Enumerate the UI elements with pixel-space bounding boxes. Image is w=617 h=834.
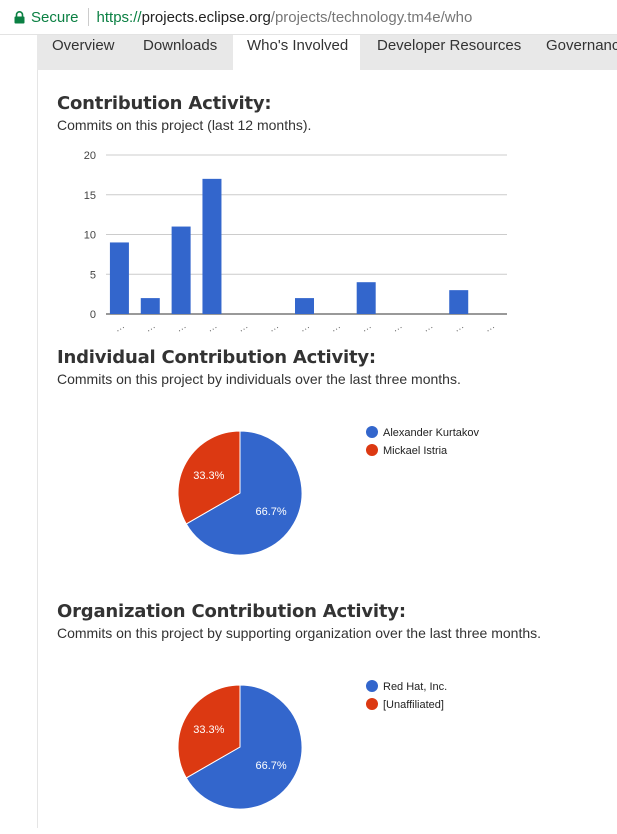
x-tick-label: … xyxy=(329,320,343,335)
contribution-title: Contribution Activity: xyxy=(57,93,272,114)
bar xyxy=(171,226,191,314)
tab-label: Developer Resources xyxy=(377,37,522,54)
legend-label: Alexander Kurtakov xyxy=(383,427,479,439)
legend-marker xyxy=(366,680,378,692)
bar xyxy=(449,290,469,314)
secure-label: Secure xyxy=(31,8,79,26)
tab-whos-involved[interactable]: Who's Involved xyxy=(233,35,360,70)
x-tick-label: … xyxy=(359,320,373,335)
tab-overview[interactable]: Overview xyxy=(37,35,148,70)
pie-slice xyxy=(185,430,303,556)
tab-downloads[interactable]: Downloads xyxy=(133,35,243,70)
address-bar[interactable]: Secure https://projects.eclipse.org/proj… xyxy=(0,0,617,35)
tab-label: Governance xyxy=(546,37,617,54)
pie-slice xyxy=(185,684,303,810)
y-tick-label: 20 xyxy=(84,150,96,162)
individual-subtitle: Commits on this project by individuals o… xyxy=(57,371,461,387)
bar xyxy=(109,242,129,314)
tab-governance[interactable]: Governance xyxy=(546,35,617,70)
tab-developer-resources[interactable]: Developer Resources xyxy=(377,35,521,70)
slice-label: 33.3% xyxy=(193,470,224,482)
url-path: /projects/technology.tm4e/who xyxy=(270,8,473,26)
url-scheme: https:// xyxy=(96,8,142,26)
x-tick-label: … xyxy=(421,320,435,335)
organization-title: Organization Contribution Activity: xyxy=(57,601,406,622)
organization-pie-chart: 66.7% 33.3% Red Hat, Inc. [Unaffiliated] xyxy=(177,680,447,810)
x-tick-label: … xyxy=(236,320,250,335)
main-content: Contribution Activity: Commits on this p… xyxy=(38,70,617,828)
bar xyxy=(295,298,314,314)
slice-label: 33.3% xyxy=(193,724,224,736)
url-text[interactable]: https://projects.eclipse.org/projects/te… xyxy=(97,9,473,26)
tab-label: Who's Involved xyxy=(247,37,349,54)
individual-title: Individual Contribution Activity: xyxy=(57,347,376,368)
pie-slice xyxy=(177,430,241,525)
y-tick-label: 0 xyxy=(90,309,96,321)
tab-label: Overview xyxy=(52,37,115,54)
contribution-bar-chart: 0 5 10 15 20 … … … … … … … … … … … … … xyxy=(84,150,507,335)
legend-marker xyxy=(366,426,378,438)
url-host: projects.eclipse.org xyxy=(141,8,271,26)
y-tick-label: 10 xyxy=(84,230,96,242)
contribution-subtitle: Commits on this project (last 12 months)… xyxy=(57,117,312,133)
slice-label: 66.7% xyxy=(256,506,287,518)
x-tick-label: … xyxy=(174,320,188,335)
lock-icon xyxy=(14,10,25,23)
x-tick-label: … xyxy=(205,320,219,335)
x-tick-label: … xyxy=(143,320,157,335)
y-tick-label: 5 xyxy=(90,269,96,281)
tab-label: Downloads xyxy=(143,37,218,54)
bar xyxy=(202,178,222,314)
content-border xyxy=(37,70,38,828)
slice-label: 66.7% xyxy=(256,760,287,772)
bar xyxy=(140,298,160,314)
legend-label: [Unaffiliated] xyxy=(383,699,444,711)
x-tick-label: … xyxy=(298,320,312,335)
y-tick-label: 15 xyxy=(84,190,96,202)
organization-subtitle: Commits on this project by supporting or… xyxy=(57,625,542,641)
legend-label: Mickael Istria xyxy=(383,445,448,457)
address-separator xyxy=(87,8,89,26)
legend-marker xyxy=(366,444,378,456)
individual-pie-chart: 66.7% 33.3% Alexander Kurtakov Mickael Istr… xyxy=(177,426,479,556)
x-tick-label: … xyxy=(267,320,281,335)
bar xyxy=(356,282,376,314)
pie-slice xyxy=(177,684,241,779)
x-tick-label: … xyxy=(483,320,497,335)
project-tabs: Overview Downloads Who's Involved Develo… xyxy=(37,35,617,70)
x-tick-label: … xyxy=(113,320,127,335)
x-tick-label: … xyxy=(452,320,466,335)
legend-marker xyxy=(366,698,378,710)
x-tick-label: … xyxy=(390,320,404,335)
legend-label: Red Hat, Inc. xyxy=(383,681,447,693)
